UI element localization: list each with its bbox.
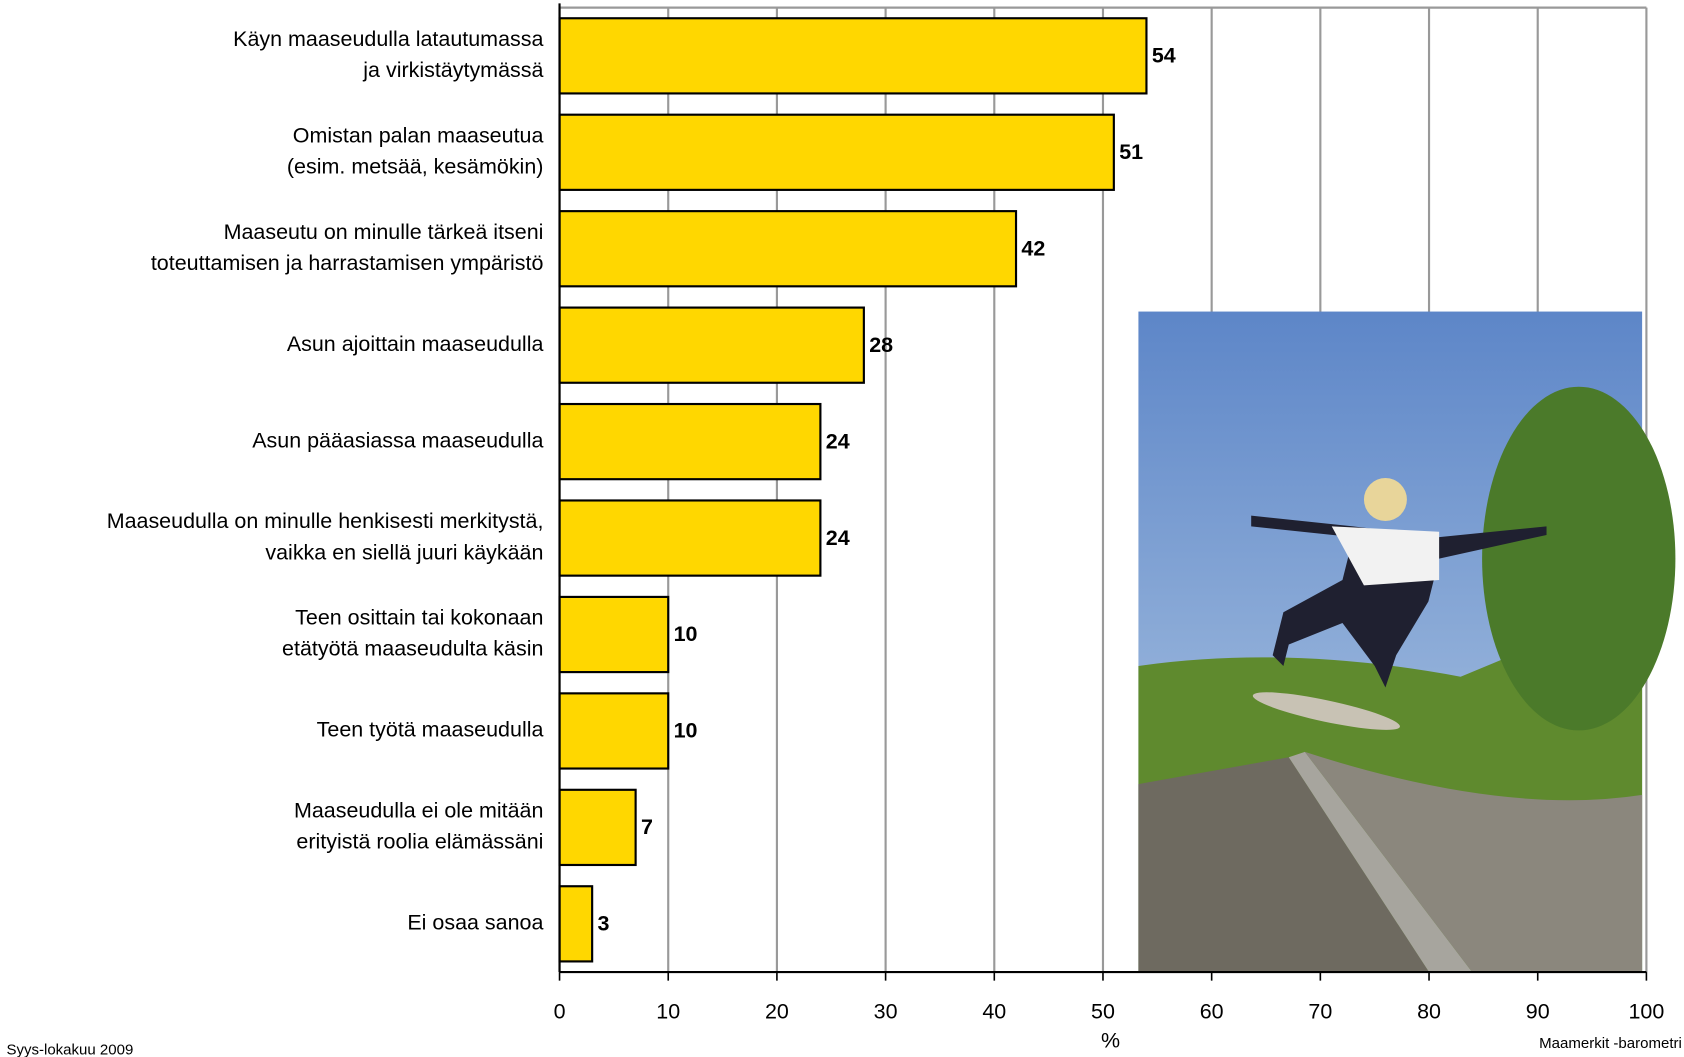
bar: [558, 17, 1148, 95]
y-tick-label: Omistan palan maaseutua: [293, 123, 544, 147]
footnote: Syys-lokakuu 2009: [6, 1041, 133, 1057]
bar: [558, 113, 1115, 191]
y-tick-label: vaikka en siellä juuri käykään: [265, 540, 543, 564]
y-tick-label: Teen osittain tai kokonaan: [295, 606, 543, 630]
x-tick-label: 0: [554, 1000, 566, 1024]
value-label: 54: [1152, 44, 1176, 68]
bar: [558, 402, 822, 481]
photo: [1138, 311, 1676, 971]
value-label: 28: [869, 333, 893, 357]
x-tick-label: 80: [1417, 1000, 1441, 1024]
bar: [558, 499, 822, 577]
y-tick-label: erityistä roolia elämässäni: [296, 830, 543, 854]
x-axis-label: %: [1101, 1029, 1120, 1053]
x-tick-label: 50: [1091, 1000, 1115, 1024]
y-tick-label: Teen työtä maaseudulla: [317, 718, 544, 742]
y-tick-label: Maaseutu on minulle tärkeä itseni: [224, 220, 544, 244]
y-tick-label: Asun pääasiassa maaseudulla: [252, 428, 543, 452]
y-tick-label: Käyn maaseudulla latautumassa: [233, 27, 543, 51]
value-label: 10: [674, 622, 698, 646]
x-tick-label: 100: [1628, 1000, 1664, 1024]
y-tick-label: Ei osaa sanoa: [407, 911, 543, 935]
x-tick-label: 60: [1200, 1000, 1224, 1024]
y-tick-label: Maaseudulla on minulle henkisesti merkit…: [107, 509, 544, 533]
x-tick-label: 20: [765, 1000, 789, 1024]
value-label: 42: [1021, 236, 1045, 260]
source: Maamerkit -barometri: [1539, 1035, 1682, 1052]
value-label: 24: [826, 526, 850, 550]
bars: 54 51 42 28 24 24 10 10 7 3: [558, 17, 1176, 963]
value-label: 24: [826, 429, 850, 453]
axes: 0 10 20 30 40 50 60 70 80 90 100 Käyn maaseudulla l…: [107, 3, 1664, 1024]
value-label: 10: [674, 719, 698, 743]
value-label: 51: [1119, 140, 1143, 164]
bar: [558, 595, 670, 674]
bar: [558, 788, 637, 867]
bar: [558, 210, 1018, 288]
y-tick-label: Asun ajoittain maaseudulla: [287, 332, 544, 356]
y-tick-label: (esim. metsää, kesämökin): [287, 155, 544, 179]
x-tick-label: 90: [1526, 1000, 1550, 1024]
value-label: 7: [641, 815, 653, 839]
y-tick-label: toteuttamisen ja harrastamisen ympäristö: [151, 251, 544, 275]
y-tick-label: Maaseudulla ei ole mitään: [294, 798, 543, 822]
x-tick-label: 70: [1308, 1000, 1332, 1024]
bar: [558, 885, 594, 963]
x-tick-label: 40: [982, 1000, 1006, 1024]
y-tick-label: etätyötä maaseudulta käsin: [282, 637, 543, 661]
bar: [558, 306, 865, 384]
value-label: 3: [598, 912, 610, 936]
bar: [558, 692, 670, 770]
x-tick-label: 10: [656, 1000, 680, 1024]
x-tick-label: 30: [874, 1000, 898, 1024]
y-tick-label: ja virkistäytymässä: [362, 58, 543, 82]
